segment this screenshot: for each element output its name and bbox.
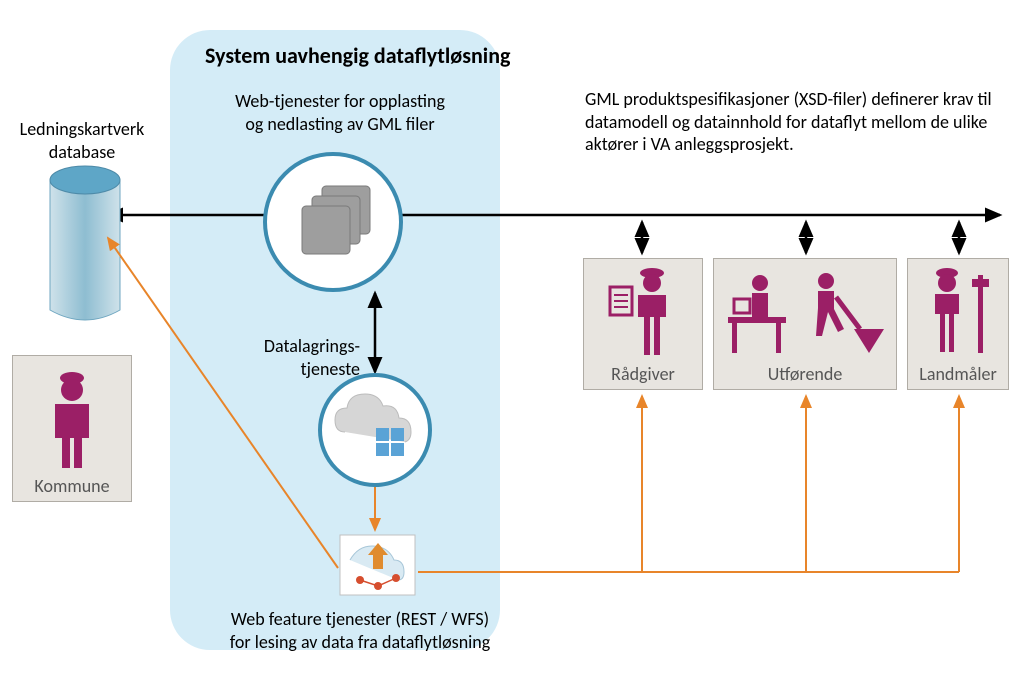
datalagring-line2: tjeneste — [301, 358, 360, 380]
actor-landmaler-label: Landmåler — [908, 363, 1008, 385]
web-services-line2: og nedlasting av GML filer — [245, 113, 434, 135]
wfs-icon — [340, 535, 415, 595]
kommune-person-icon — [13, 356, 131, 474]
actor-kommune-label: Kommune — [13, 475, 131, 497]
actor-radgiver: Rådgiver — [583, 258, 703, 390]
radgiver-icon — [584, 259, 702, 363]
utforende-icon — [714, 259, 896, 363]
actor-utforende: Utførende — [713, 258, 897, 390]
web-services-line1: Web-tjenester for opplasting — [235, 90, 445, 112]
gml-spec-label: GML produktspesifikasjoner (XSD-filer) d… — [585, 88, 1000, 156]
actor-landmaler: Landmåler — [907, 258, 1009, 390]
actor-utforende-label: Utførende — [714, 363, 896, 385]
landmaler-icon — [908, 259, 1008, 363]
database-line2: database — [49, 141, 115, 163]
actor-radgiver-label: Rådgiver — [584, 363, 702, 385]
wfs-label: Web feature tjenester (REST / WFS) for l… — [200, 608, 520, 653]
wfs-line1: Web feature tjenester (REST / WFS) — [231, 608, 489, 630]
diagram-title: System uavhengig dataflytløsning — [205, 42, 510, 70]
database-line1: Ledningskartverk — [20, 118, 145, 140]
wfs-line2: for lesing av data fra dataflytløsning — [230, 631, 490, 653]
database-label: Ledningskartverk database — [2, 118, 162, 163]
datalagring-label: Datalagrings- tjeneste — [240, 335, 360, 380]
database-icon — [50, 166, 120, 320]
actor-kommune: Kommune — [12, 355, 132, 502]
web-services-label: Web-tjenester for opplasting og nedlasti… — [220, 90, 460, 135]
datalagring-line1: Datalagrings- — [264, 335, 360, 357]
